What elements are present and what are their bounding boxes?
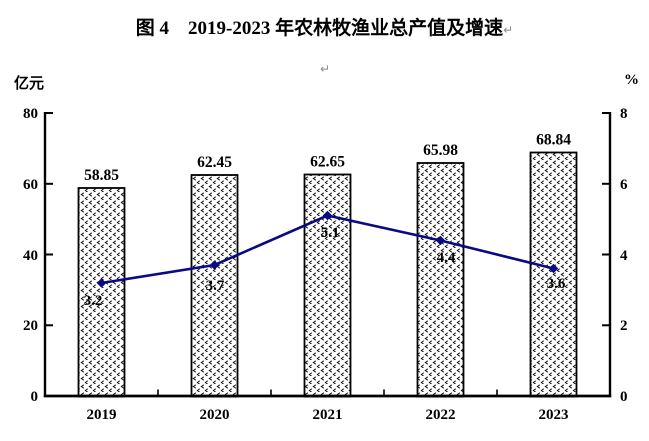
- category-label-2019: 2019: [87, 407, 117, 423]
- bar-value-2022: 65.98: [423, 142, 458, 159]
- category-label-2023: 2023: [539, 407, 569, 423]
- line-value-2019: 3.2: [84, 293, 103, 309]
- category-label-2020: 2020: [200, 407, 230, 423]
- bar-2021: [303, 173, 352, 398]
- line-value-2023: 3.6: [547, 276, 566, 292]
- line-marker-2019: [96, 278, 107, 288]
- right-axis-tick-0: 0: [620, 389, 628, 405]
- line-marker-2021: [322, 210, 333, 221]
- bar-2020: [190, 174, 239, 398]
- chart-title: 图 4 2019-2023 年农林牧渔业总产值及增速↵: [0, 13, 649, 40]
- left-axis-unit-label: 亿元: [14, 76, 45, 92]
- bar-value-2023: 68.84: [536, 132, 571, 149]
- chart-title-text: 图 4 2019-2023 年农林牧渔业总产值及增速: [135, 18, 504, 39]
- line-marker-2023: [548, 263, 559, 274]
- right-axis-tick-8: 8: [620, 106, 628, 122]
- left-axis-tick-80: 80: [23, 106, 38, 122]
- right-axis-tick-2: 2: [620, 318, 628, 334]
- left-axis-tick-20: 20: [23, 318, 38, 334]
- line-value-2021: 5.1: [321, 225, 340, 241]
- left-axis-tick-0: 0: [31, 389, 39, 405]
- left-axis-tick-40: 40: [23, 248, 38, 264]
- line-value-2022: 4.4: [437, 250, 456, 266]
- bar-value-2021: 62.65: [310, 154, 345, 171]
- right-axis-tick-6: 6: [620, 177, 628, 193]
- bar-2022: [416, 162, 465, 398]
- line-value-2020: 3.7: [206, 278, 225, 294]
- line-marker-2022: [435, 235, 446, 246]
- category-label-2021: 2021: [313, 407, 343, 423]
- bar-value-2020: 62.45: [197, 154, 232, 171]
- paragraph-return-mark: ↵: [503, 23, 514, 37]
- left-axis-tick-60: 60: [23, 177, 38, 193]
- right-axis-unit-label: %: [624, 72, 639, 88]
- bar-2023: [529, 151, 578, 398]
- right-axis-tick-4: 4: [620, 248, 628, 264]
- bar-value-2019: 58.85: [84, 167, 119, 184]
- line-marker-2020: [209, 260, 220, 270]
- category-label-2022: 2022: [426, 407, 456, 423]
- line-break-mark: ↵: [320, 62, 331, 76]
